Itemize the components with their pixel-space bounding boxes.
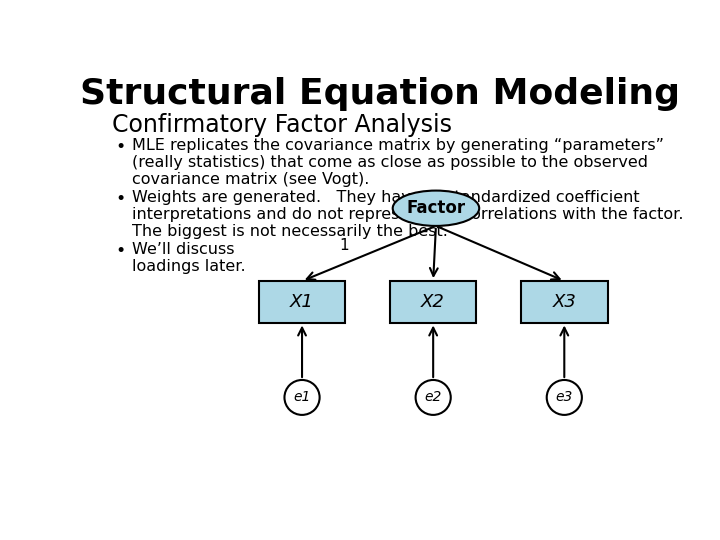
Ellipse shape xyxy=(284,380,320,415)
FancyBboxPatch shape xyxy=(390,281,477,322)
Text: 1: 1 xyxy=(339,238,348,253)
Text: We’ll discuss
loadings later.: We’ll discuss loadings later. xyxy=(132,241,246,274)
Ellipse shape xyxy=(546,380,582,415)
Text: •: • xyxy=(115,190,125,207)
Text: X2: X2 xyxy=(421,293,445,311)
Text: e1: e1 xyxy=(293,390,311,404)
Text: X1: X1 xyxy=(290,293,314,311)
Text: Factor: Factor xyxy=(406,199,466,217)
FancyBboxPatch shape xyxy=(258,281,346,322)
Text: Weights are generated.   They have unstandardized coefficient
interpretations an: Weights are generated. They have unstand… xyxy=(132,190,683,239)
Text: e3: e3 xyxy=(556,390,573,404)
Ellipse shape xyxy=(415,380,451,415)
Text: e2: e2 xyxy=(425,390,442,404)
Text: MLE replicates the covariance matrix by generating “parameters”
(really statisti: MLE replicates the covariance matrix by … xyxy=(132,138,664,187)
Text: •: • xyxy=(115,241,125,260)
Text: Confirmatory Factor Analysis: Confirmatory Factor Analysis xyxy=(112,113,452,137)
FancyBboxPatch shape xyxy=(521,281,608,322)
Text: X3: X3 xyxy=(552,293,576,311)
Text: Structural Equation Modeling: Structural Equation Modeling xyxy=(80,77,680,111)
Text: •: • xyxy=(115,138,125,156)
Ellipse shape xyxy=(392,191,480,226)
